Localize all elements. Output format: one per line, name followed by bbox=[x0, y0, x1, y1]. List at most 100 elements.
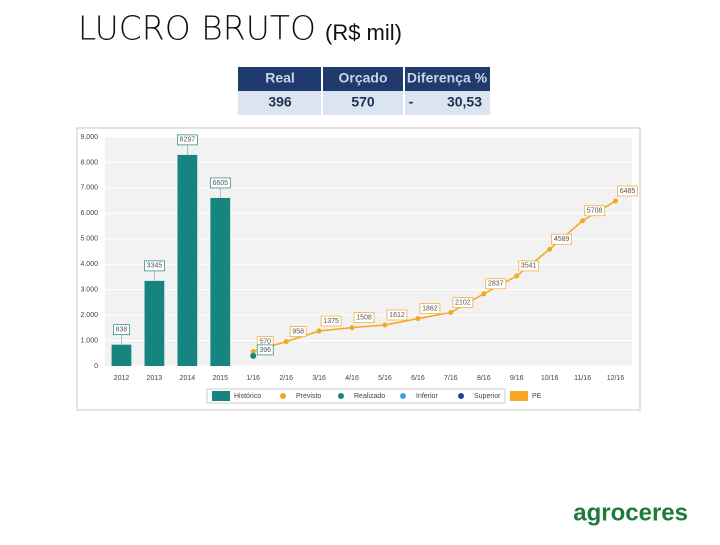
data-label-box bbox=[113, 324, 130, 336]
x-tick-label: 2015 bbox=[212, 375, 228, 382]
x-tick-label: 7/16 bbox=[444, 375, 458, 382]
x-tick-label: 8/16 bbox=[477, 375, 491, 382]
slide-unit: (R$ mil) bbox=[325, 20, 402, 45]
bar bbox=[210, 197, 231, 366]
point bbox=[580, 218, 586, 224]
y-tick-label: 2.000 bbox=[80, 312, 98, 319]
table: Real Orçado Diferença % 396 570 - 30,53 bbox=[238, 67, 490, 115]
point bbox=[250, 348, 256, 354]
y-tick-label: 7.000 bbox=[80, 185, 98, 192]
slide-title: LUCRO BRUTO bbox=[78, 9, 316, 48]
table-cell: 30,53 bbox=[447, 94, 482, 110]
data-label-box bbox=[144, 260, 165, 272]
table-header: Real bbox=[265, 70, 295, 86]
data-label-box bbox=[386, 309, 408, 321]
point bbox=[547, 246, 553, 252]
x-tick-label: 10/16 bbox=[541, 375, 559, 382]
x-tick-label: 2013 bbox=[147, 375, 163, 382]
legend-swatch bbox=[212, 391, 230, 401]
bar bbox=[111, 344, 132, 366]
legend-label: Inferior bbox=[416, 393, 438, 400]
table-header-bg bbox=[238, 67, 490, 91]
data-label: 5708 bbox=[587, 208, 603, 215]
table-cell: 396 bbox=[268, 94, 292, 110]
data-label-box bbox=[452, 297, 474, 308]
x-tick-label: 5/16 bbox=[378, 375, 392, 382]
y-tick-label: 5.000 bbox=[80, 236, 98, 243]
data-label-box bbox=[320, 315, 342, 327]
x-tick-label: 1/16 bbox=[246, 375, 260, 382]
data-label: 570 bbox=[259, 338, 271, 345]
legend-swatch bbox=[458, 393, 464, 399]
data-label-box bbox=[518, 260, 540, 272]
table-header: Diferença % bbox=[407, 70, 488, 86]
table-row-bg bbox=[238, 91, 490, 115]
data-label: 1508 bbox=[356, 314, 372, 321]
x-tick-label: 2/16 bbox=[279, 375, 293, 382]
legend-label: Realizado bbox=[354, 393, 385, 400]
data-label-box bbox=[551, 233, 573, 245]
table-header: Orçado bbox=[338, 70, 387, 86]
point bbox=[448, 310, 454, 316]
point bbox=[250, 352, 257, 359]
legend-swatch bbox=[280, 393, 286, 399]
y-tick-label: 9.000 bbox=[80, 134, 98, 141]
point bbox=[415, 316, 421, 322]
data-label: 396 bbox=[259, 347, 271, 354]
point bbox=[514, 273, 520, 279]
data-label-box bbox=[617, 185, 638, 197]
bar bbox=[177, 154, 198, 366]
data-label-box bbox=[289, 326, 307, 337]
table-cell: 570 bbox=[351, 94, 375, 110]
data-label: 6485 bbox=[620, 188, 636, 195]
data-label: 1375 bbox=[323, 318, 339, 325]
legend-label: Previsto bbox=[296, 393, 321, 400]
legend-label: Histórico bbox=[234, 393, 261, 400]
data-label: 4589 bbox=[554, 236, 570, 243]
data-label: 8297 bbox=[180, 137, 196, 144]
chart: 0 1.000 2.000 3.000 4.000 5.000 6.000 7.000 8.00… bbox=[80, 134, 638, 404]
logo: agroceres bbox=[573, 499, 688, 526]
x-tick-label: 2012 bbox=[114, 375, 130, 382]
data-label-box bbox=[256, 344, 274, 356]
x-tick-label: 4/16 bbox=[345, 375, 359, 382]
point bbox=[481, 291, 487, 297]
y-tick-label: 0 bbox=[94, 363, 98, 370]
data-label: 2102 bbox=[455, 299, 471, 306]
data-label: 958 bbox=[292, 328, 304, 335]
x-tick-label: 12/16 bbox=[607, 375, 625, 382]
legend-swatch bbox=[400, 393, 406, 399]
legend-frame bbox=[206, 388, 506, 404]
point bbox=[316, 328, 322, 334]
data-label-box bbox=[584, 205, 605, 217]
x-tick-label: 6/16 bbox=[411, 375, 425, 382]
bar bbox=[144, 280, 165, 366]
y-tick-label: 4.000 bbox=[80, 261, 98, 268]
data-label: 3345 bbox=[147, 263, 163, 270]
legend-swatch bbox=[338, 393, 344, 399]
y-tick-label: 8.000 bbox=[80, 159, 98, 166]
table-cell: - bbox=[409, 94, 414, 110]
data-label: 3541 bbox=[521, 263, 537, 270]
data-label: 2837 bbox=[488, 281, 504, 288]
y-tick-label: 1.000 bbox=[80, 337, 98, 344]
legend-swatch bbox=[510, 391, 528, 401]
data-label: 838 bbox=[116, 327, 128, 334]
data-label-box bbox=[176, 134, 198, 146]
legend-label: Superior bbox=[474, 393, 501, 400]
x-tick-label: 3/16 bbox=[312, 375, 326, 382]
point bbox=[283, 339, 289, 345]
x-tick-label: 2014 bbox=[180, 375, 196, 382]
x-tick-label: 11/16 bbox=[574, 375, 591, 382]
point bbox=[613, 198, 619, 204]
data-label-box bbox=[353, 312, 375, 323]
data-label-box bbox=[485, 278, 507, 290]
x-tick-label: 9/16 bbox=[510, 375, 524, 382]
point bbox=[382, 322, 388, 328]
data-label-box bbox=[419, 303, 441, 314]
data-label-box bbox=[209, 177, 231, 189]
y-tick-label: 3.000 bbox=[80, 287, 98, 294]
point bbox=[349, 325, 355, 331]
y-tick-label: 6.000 bbox=[80, 210, 98, 217]
